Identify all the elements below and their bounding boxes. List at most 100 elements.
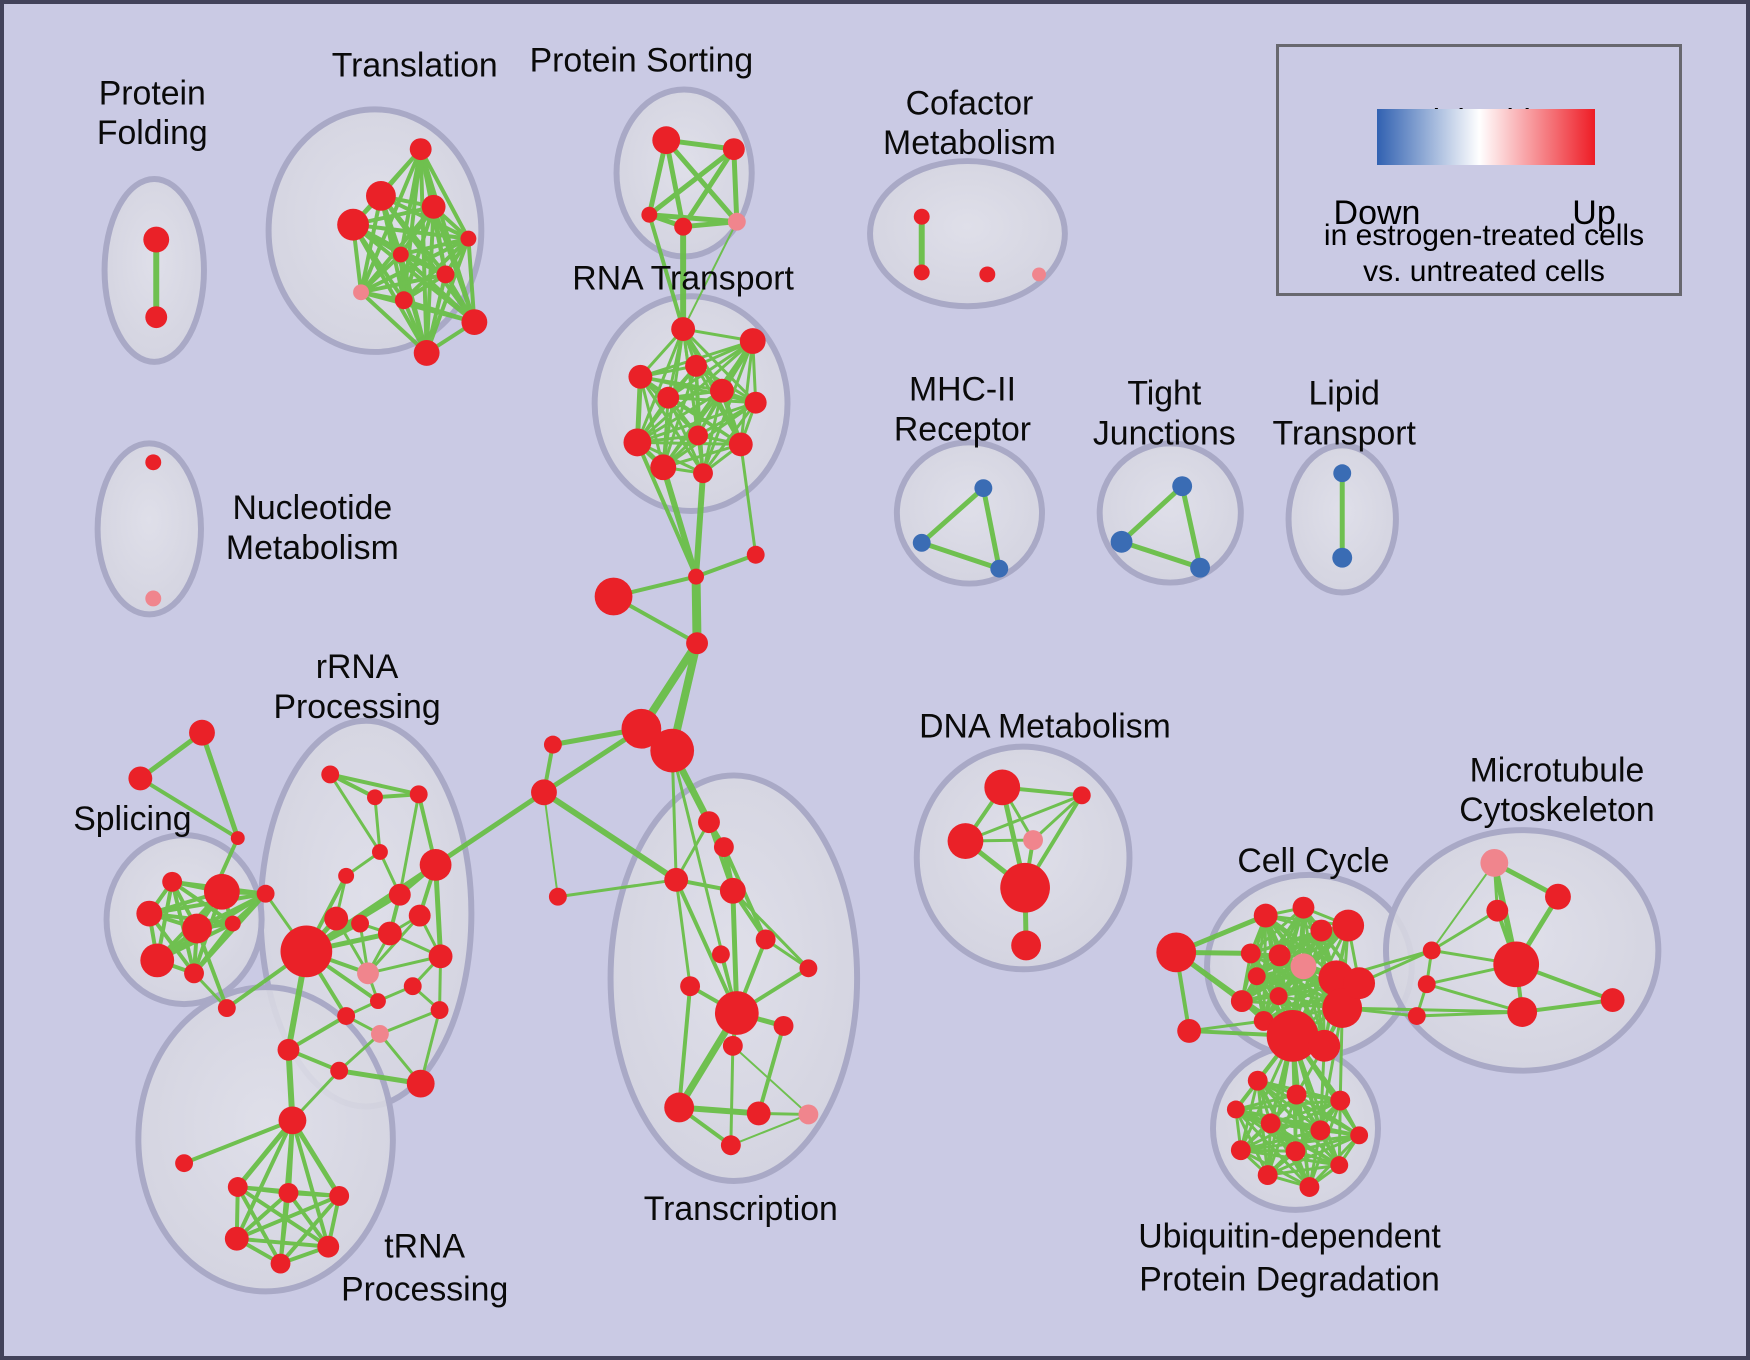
node-6: [460, 230, 477, 247]
cluster-trna-processing-ellipse: [135, 984, 396, 1295]
cluster-transcription-label: Transcription: [644, 1190, 838, 1228]
cluster-ubiquitin-dependent-protein-degradation-label: Ubiquitin-dependent: [1138, 1218, 1441, 1256]
node-13: [652, 126, 681, 155]
edge: [199, 730, 241, 841]
node-33: [693, 463, 713, 484]
node-56: [162, 871, 183, 892]
node-10: [394, 291, 413, 310]
edge: [729, 1113, 810, 1147]
edge: [646, 146, 737, 218]
cluster-cofactor-metabolism-ellipse: [867, 158, 1068, 310]
node-144: [1286, 1084, 1307, 1105]
node-135: [1545, 883, 1571, 910]
node-32: [650, 454, 677, 481]
node-72: [351, 914, 369, 933]
node-58: [203, 873, 240, 910]
node-55: [136, 900, 163, 927]
node-136: [1486, 899, 1509, 922]
edge: [1119, 483, 1185, 545]
cluster-trna-processing-label: tRNA: [384, 1228, 465, 1266]
edge: [351, 222, 429, 355]
node-147: [1260, 1113, 1281, 1134]
edge: [235, 1117, 295, 1190]
node-148: [1310, 1120, 1331, 1141]
edge: [731, 146, 740, 225]
node-115: [1011, 930, 1042, 961]
edge: [663, 137, 740, 225]
legend-box: Enriched in... Down Up in estrogen-treat…: [1276, 44, 1682, 296]
edge: [674, 877, 739, 1016]
node-62: [256, 884, 275, 903]
node-11: [461, 309, 488, 336]
node-29: [623, 428, 652, 457]
cluster-dna-metabolism-label: DNA Metabolism: [919, 708, 1171, 746]
node-149: [1350, 1126, 1369, 1145]
node-90: [329, 1186, 350, 1206]
node-21: [1032, 267, 1046, 282]
edge: [359, 272, 448, 295]
edge: [466, 236, 477, 325]
edge: [646, 212, 740, 225]
node-150: [1230, 1140, 1251, 1161]
node-91: [224, 1226, 249, 1251]
cluster-cofactor-metabolism-label: Cofactor: [906, 84, 1034, 122]
node-129: [1322, 988, 1363, 1028]
node-116: [1156, 932, 1197, 973]
node-152: [1330, 1156, 1349, 1175]
cluster-ubiquitin-dependent-protein-degradation-label: Protein Degradation: [1139, 1260, 1440, 1298]
edge: [919, 540, 1002, 572]
node-17: [727, 212, 746, 231]
node-16: [674, 217, 693, 236]
node-71: [324, 906, 349, 931]
node-134: [1480, 849, 1509, 877]
edge: [638, 375, 758, 405]
edge: [1234, 1093, 1298, 1111]
edge: [680, 146, 737, 230]
node-54: [230, 831, 245, 846]
node-12: [413, 340, 440, 366]
edge: [286, 1190, 331, 1249]
node-69: [388, 883, 411, 906]
node-105: [722, 1035, 743, 1056]
node-104: [773, 1016, 794, 1036]
node-102: [714, 991, 759, 1035]
node-126: [1230, 990, 1253, 1013]
node-40: [1333, 464, 1352, 483]
node-154: [1299, 1177, 1320, 1197]
edge: [182, 1118, 295, 1166]
node-2: [409, 138, 432, 161]
cluster-lipid-transport-label: Transport: [1273, 414, 1417, 452]
node-132: [1343, 967, 1376, 1000]
cluster-lipid-transport-label: Lipid: [1309, 375, 1380, 413]
edge: [739, 339, 755, 446]
node-131: [1266, 1010, 1319, 1062]
cluster-microtubule-cytoskeleton-label: Microtubule: [1470, 751, 1645, 789]
cluster-protein-folding-label: Folding: [97, 114, 208, 152]
node-77: [428, 944, 453, 969]
node-24: [685, 354, 707, 377]
node-53: [128, 766, 153, 791]
node-76: [357, 962, 379, 985]
node-27: [709, 378, 734, 403]
node-59: [224, 915, 241, 932]
edge: [290, 1118, 331, 1249]
node-113: [1023, 830, 1044, 850]
legend-down-label: Down: [1333, 194, 1421, 232]
cluster-microtubule-cytoskeleton-label: Cytoskeleton: [1459, 791, 1654, 829]
node-110: [984, 769, 1021, 806]
node-100: [711, 945, 730, 964]
node-80: [430, 1001, 449, 1019]
node-108: [798, 1104, 819, 1125]
edge: [540, 789, 680, 883]
edge: [691, 572, 702, 648]
edge: [138, 776, 240, 841]
edge: [542, 791, 559, 898]
node-101: [680, 976, 701, 997]
edge: [1430, 909, 1499, 952]
node-3: [366, 180, 396, 211]
node-85: [406, 1069, 435, 1098]
cluster-nucleotide-metabolism-label: Nucleotide: [232, 489, 392, 527]
edge: [680, 219, 740, 230]
node-111: [1072, 786, 1091, 805]
